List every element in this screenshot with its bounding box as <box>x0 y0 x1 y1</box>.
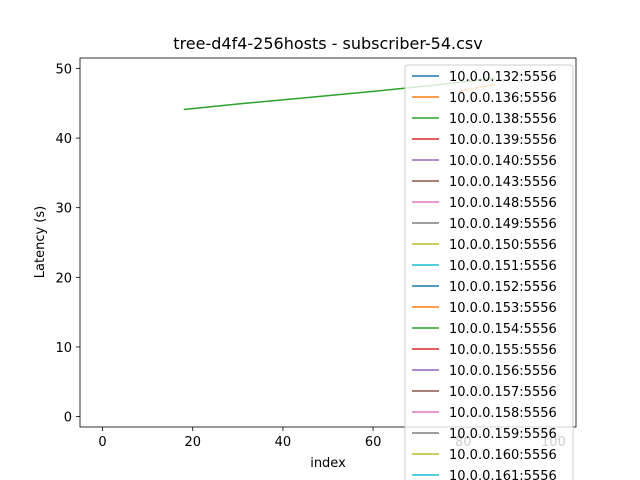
y-tick-label: 30 <box>55 202 72 217</box>
x-tick-label: 40 <box>275 435 292 450</box>
y-tick-label: 0 <box>64 411 72 426</box>
legend-entry: 10.0.0.143:5556 <box>449 175 557 190</box>
y-tick-label: 50 <box>55 62 72 77</box>
y-tick-label: 40 <box>55 132 72 147</box>
x-tick-label: 60 <box>365 435 382 450</box>
legend-entry: 10.0.0.151:5556 <box>449 259 557 274</box>
legend-entry: 10.0.0.152:5556 <box>449 280 557 295</box>
legend-entry: 10.0.0.156:5556 <box>449 364 557 379</box>
x-tick-label: 0 <box>98 435 106 450</box>
legend-entry: 10.0.0.155:5556 <box>449 343 557 358</box>
legend-entry: 10.0.0.150:5556 <box>449 238 557 253</box>
legend-entry: 10.0.0.153:5556 <box>449 301 557 316</box>
legend-entry: 10.0.0.160:5556 <box>449 448 557 463</box>
x-tick-label: 20 <box>184 435 201 450</box>
legend-entry: 10.0.0.154:5556 <box>449 322 557 337</box>
plot-frame <box>79 57 577 428</box>
legend-entry: 10.0.0.161:5556 <box>449 469 557 480</box>
chart-title: tree-d4f4-256hosts - subscriber-54.csv <box>173 34 482 53</box>
legend-entry: 10.0.0.148:5556 <box>449 196 557 211</box>
legend-entry: 10.0.0.159:5556 <box>449 427 557 442</box>
y-tick-label: 20 <box>55 271 72 286</box>
legend-entry: 10.0.0.136:5556 <box>449 91 557 106</box>
legend: 10.0.0.132:5556 10.0.0.136:5556 10.0.0.138… <box>404 64 574 480</box>
legend-entry: 10.0.0.140:5556 <box>449 154 557 169</box>
x-axis-label: index <box>310 456 346 471</box>
legend-entry: 10.0.0.139:5556 <box>449 133 557 148</box>
legend-entry: 10.0.0.132:5556 <box>449 70 557 85</box>
legend-entry: 10.0.0.149:5556 <box>449 217 557 232</box>
y-tick-label: 10 <box>55 341 72 356</box>
legend-box <box>404 64 574 480</box>
legend-entry: 10.0.0.158:5556 <box>449 406 557 421</box>
legend-entry: 10.0.0.138:5556 <box>449 112 557 127</box>
y-axis-label: Latency (s) <box>33 206 48 278</box>
legend-entry: 10.0.0.157:5556 <box>449 385 557 400</box>
